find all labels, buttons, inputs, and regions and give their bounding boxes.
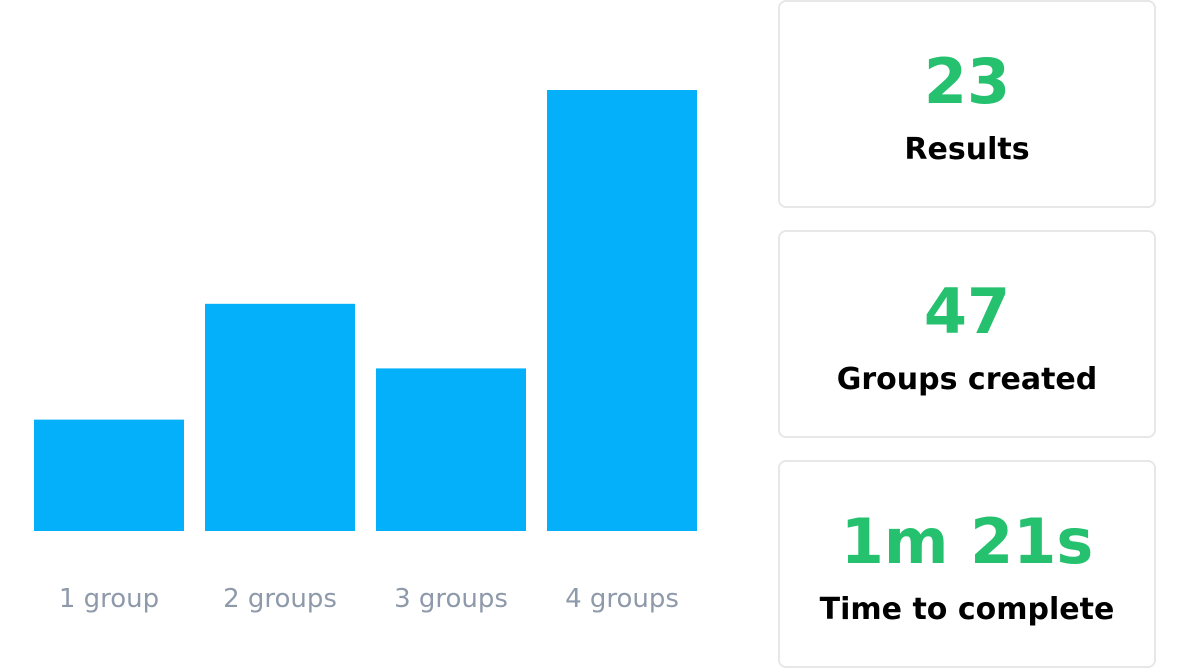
bar-series [34, 90, 697, 531]
stat-card-time-to-complete: 1m 21s Time to complete [778, 460, 1156, 668]
x-tick-label-2: 2 groups [223, 584, 337, 614]
stat-label-groups-created: Groups created [836, 362, 1098, 397]
stat-label-time-to-complete: Time to complete [819, 592, 1115, 627]
bar-2 [205, 303, 355, 531]
bar-1 [34, 419, 184, 531]
stat-card-groups-created: 47 Groups created [778, 230, 1156, 438]
bar-4 [547, 90, 697, 531]
x-tick-label-3: 3 groups [394, 584, 508, 614]
stat-value-time-to-complete: 1m 21s [840, 505, 1094, 578]
x-axis-labels: 1 group 2 groups 3 groups 4 groups [59, 584, 679, 614]
x-tick-label-1: 1 group [59, 584, 159, 614]
stat-value-results: 23 [923, 45, 1011, 118]
stat-card-results: 23 Results [778, 0, 1156, 208]
x-tick-label-4: 4 groups [565, 584, 679, 614]
stat-value-groups-created: 47 [923, 275, 1011, 348]
stat-label-results: Results [904, 132, 1030, 167]
bar-3 [376, 368, 526, 531]
bar-chart: 1 group 2 groups 3 groups 4 groups [34, 90, 697, 614]
